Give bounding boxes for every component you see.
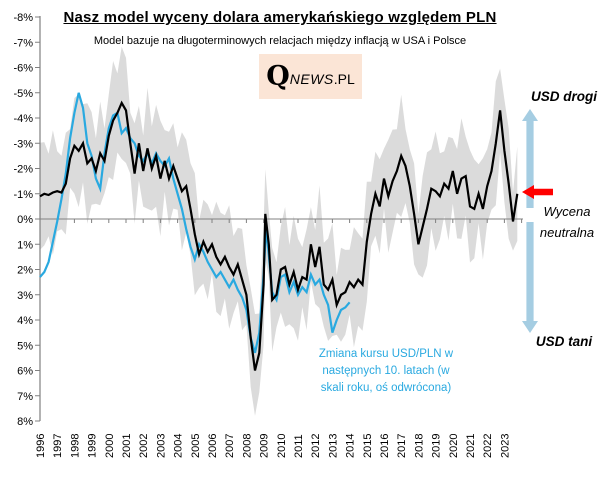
y-axis-label: 8% — [17, 416, 33, 428]
y-axis-label: 5% — [17, 340, 33, 352]
x-axis-label: 2016 — [379, 434, 391, 458]
x-axis-label: 2001 — [121, 434, 133, 458]
x-axis-label: 2022 — [482, 434, 494, 458]
x-axis-label: 2017 — [396, 434, 408, 458]
chart-title: Nasz model wyceny dolara amerykańskiego … — [63, 9, 497, 26]
x-axis-label: 2000 — [104, 434, 116, 458]
x-axis-label: 2008 — [241, 434, 253, 458]
x-axis-label: 1996 — [35, 434, 47, 458]
x-axis-label: 2011 — [293, 434, 305, 458]
x-axis-label: 2012 — [310, 434, 322, 458]
x-axis-label: 2013 — [327, 434, 339, 458]
x-axis-label: 2010 — [276, 434, 288, 458]
usd-cheap-label: USD tani — [535, 334, 593, 349]
qnews-logo: Q NEWS .PL — [259, 54, 362, 99]
x-axis-label: 2021 — [465, 434, 477, 458]
y-axis-label: -1% — [13, 189, 33, 201]
y-axis-label: 2% — [17, 265, 33, 277]
chart-subtitle: Model bazuje na długoterminowych relacja… — [93, 35, 467, 47]
x-axis-label: 2023 — [499, 434, 511, 458]
x-axis-label: 2014 — [345, 434, 357, 458]
usd-expensive-label: USD drogi — [531, 89, 597, 104]
usdpln-change-line — [39, 92, 351, 354]
blue-series-note: Zmiana kursu USD/PLN w następnych 10. la… — [298, 346, 474, 397]
y-axis-label: 6% — [17, 366, 33, 378]
y-axis-label: -3% — [13, 138, 33, 150]
x-axis-label: 1997 — [52, 434, 64, 458]
x-axis-label: 2004 — [173, 434, 185, 458]
x-axis-label: 1998 — [69, 434, 81, 458]
x-axis-label: 2020 — [448, 434, 460, 458]
neutral-valuation-line2: neutralna — [539, 225, 595, 240]
blue-series-note-line3: skali roku, oś odwrócona) — [320, 382, 452, 394]
x-axis-label: 2009 — [259, 434, 271, 458]
blue-series-note-line1: Zmiana kursu USD/PLN w — [318, 348, 454, 360]
x-axis-label: 2002 — [138, 434, 150, 458]
axes: -8% -7% -6% -5% -4% -3% -2% -1% 0% 1% 2% 3% 4% 5% 6% 7%… — [13, 12, 523, 458]
model-line — [39, 100, 519, 371]
x-axis-label: 2005 — [190, 434, 202, 458]
x-axis-label: 2015 — [362, 434, 374, 458]
x-axis-label: 2019 — [431, 434, 443, 458]
blue-series-note-line2: następnych 10. latach (w — [322, 365, 450, 377]
x-axis-label: 1999 — [87, 434, 99, 458]
y-axis-label: -5% — [13, 88, 33, 100]
x-axis-label: 2003 — [155, 434, 167, 458]
neutral-valuation-line1: Wycena — [543, 204, 591, 219]
x-axis-label: 2007 — [224, 434, 236, 458]
usd-drogi-arrow-icon — [522, 109, 538, 208]
y-axis-label: 0% — [17, 214, 33, 226]
logo-pl-text: .PL — [333, 70, 355, 87]
confidence-band-area — [40, 46, 518, 416]
y-axis-label: -7% — [13, 37, 33, 49]
series-lines — [39, 92, 519, 371]
logo-q-letter: Q — [266, 61, 290, 92]
logo-news-text: NEWS — [289, 70, 334, 87]
neutral-valuation-label: Wycena neutralna — [528, 201, 606, 243]
usd-tani-arrow-icon — [522, 222, 538, 333]
y-axis-label: -6% — [13, 63, 33, 75]
y-axis-label: 7% — [17, 391, 33, 403]
x-axis-label: 2006 — [207, 434, 219, 458]
neutral-level-red-arrow-icon — [522, 185, 553, 199]
y-axis-label: 4% — [17, 315, 33, 327]
confidence-band — [40, 46, 518, 416]
y-axis-label: -8% — [13, 12, 33, 24]
y-axis-label: 3% — [17, 290, 33, 302]
y-axis-label: 1% — [17, 239, 33, 251]
x-axis-label: 2018 — [413, 434, 425, 458]
y-axis-label: -4% — [13, 113, 33, 125]
y-axis-label: -2% — [13, 164, 33, 176]
